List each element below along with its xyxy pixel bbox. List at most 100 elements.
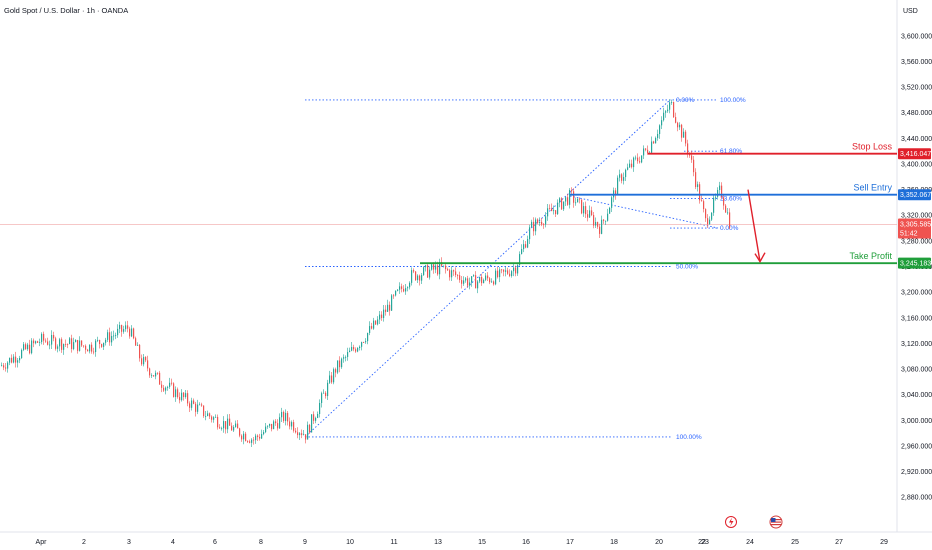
fib-level-label: 100.00% (720, 97, 746, 104)
candle-body (607, 213, 609, 221)
candle-body (83, 345, 85, 347)
y-tick-label: 3,440.000 (901, 136, 932, 143)
candle-body (25, 344, 27, 350)
candle-body (119, 325, 121, 329)
candle-body (723, 197, 725, 206)
candle-body (625, 169, 627, 178)
fib-level-label: 61.80% (720, 148, 742, 155)
candle-body (575, 202, 577, 204)
candle-body (215, 416, 217, 418)
candle-body (159, 372, 161, 385)
candle-body (263, 432, 265, 435)
candle-body (43, 333, 45, 341)
current-price-tag[interactable] (898, 218, 931, 239)
candle-body (155, 372, 157, 377)
candle-body (605, 220, 607, 222)
candle-body (175, 389, 177, 397)
y-tick-label: 3,520.000 (901, 85, 932, 92)
candle-body (603, 219, 605, 221)
candle-body (305, 434, 307, 440)
candle-body (361, 342, 363, 347)
candle-body (85, 345, 87, 350)
candle-body (179, 397, 181, 401)
candle-body (729, 212, 731, 228)
candle-body (665, 111, 667, 113)
us-flag-event-icon[interactable] (769, 515, 783, 529)
price-scale[interactable] (897, 0, 932, 550)
candle-body (249, 441, 251, 443)
x-tick-label: 22 (698, 539, 706, 546)
candle-body (631, 163, 633, 168)
candle-body (583, 206, 585, 214)
fibonacci-retracement[interactable]: 0.00%23.60%61.80%100.00%0.00%50.00%100.0… (0, 97, 897, 441)
candle-body (205, 416, 207, 417)
time-axis[interactable] (0, 533, 897, 550)
candle-body (291, 422, 293, 427)
candle-body (319, 402, 321, 414)
candle-body (523, 244, 525, 250)
candle-body (3, 365, 5, 368)
candle-body (475, 275, 477, 289)
candle-body (283, 412, 285, 421)
candle-body (347, 352, 349, 357)
candle-body (375, 320, 377, 325)
candle-body (435, 265, 437, 270)
candle-body (495, 270, 497, 285)
candle-body (109, 332, 111, 343)
candle-body (255, 435, 257, 441)
candle-body (555, 210, 557, 215)
candle-body (311, 414, 313, 433)
candle-body (541, 221, 543, 225)
projection-arrow-head[interactable] (754, 252, 766, 264)
candle-body (199, 404, 201, 406)
currency-label[interactable]: USD (903, 8, 918, 15)
candle-body (195, 403, 197, 412)
x-tick-label: 13 (434, 539, 442, 546)
projection-arrow[interactable] (747, 189, 766, 264)
candle-body (229, 418, 231, 426)
candle-body (173, 383, 175, 397)
candle-body (171, 382, 173, 384)
candle-body (425, 265, 427, 268)
trade-levels[interactable]: Stop Loss 3,416.047 Sell Entry 3,352.067 Tak… (420, 142, 931, 269)
fib-trendline[interactable] (304, 99, 671, 438)
candle-body (653, 141, 655, 144)
candle-body (343, 357, 345, 359)
candle-body (317, 413, 319, 418)
level-name: Take Profit (849, 251, 892, 261)
fib-level-label: 0.00% (676, 97, 695, 104)
candle-body (429, 269, 431, 278)
candle-body (621, 174, 623, 181)
x-tick-label: 17 (566, 539, 574, 546)
candle-body (711, 212, 713, 220)
candle-body (359, 346, 361, 348)
candle-body (7, 362, 9, 369)
candle-body (439, 261, 441, 275)
candle-body (127, 325, 129, 329)
candle-body (509, 273, 511, 276)
candle-body (245, 433, 247, 442)
candle-body (137, 344, 139, 346)
candle-body (53, 334, 55, 339)
candle-body (671, 102, 673, 103)
level-price-tag[interactable] (898, 189, 931, 201)
projection-arrow-line[interactable] (747, 189, 761, 262)
candle-body (469, 282, 471, 286)
candle-body (33, 340, 35, 344)
candle-body (277, 423, 279, 429)
candle-body (331, 375, 333, 383)
candle-body (233, 426, 235, 431)
candle-body (571, 190, 573, 192)
candle-body (577, 198, 579, 203)
lightning-event-icon[interactable] (725, 516, 737, 528)
level-price-tag[interactable] (898, 148, 931, 160)
level-price-tag[interactable] (898, 257, 931, 269)
candle-body (447, 269, 449, 271)
candle-body (667, 109, 669, 112)
fib-trendline[interactable] (569, 195, 719, 229)
candle-body (647, 149, 649, 154)
candle-body (669, 102, 671, 110)
candle-body (367, 332, 369, 342)
